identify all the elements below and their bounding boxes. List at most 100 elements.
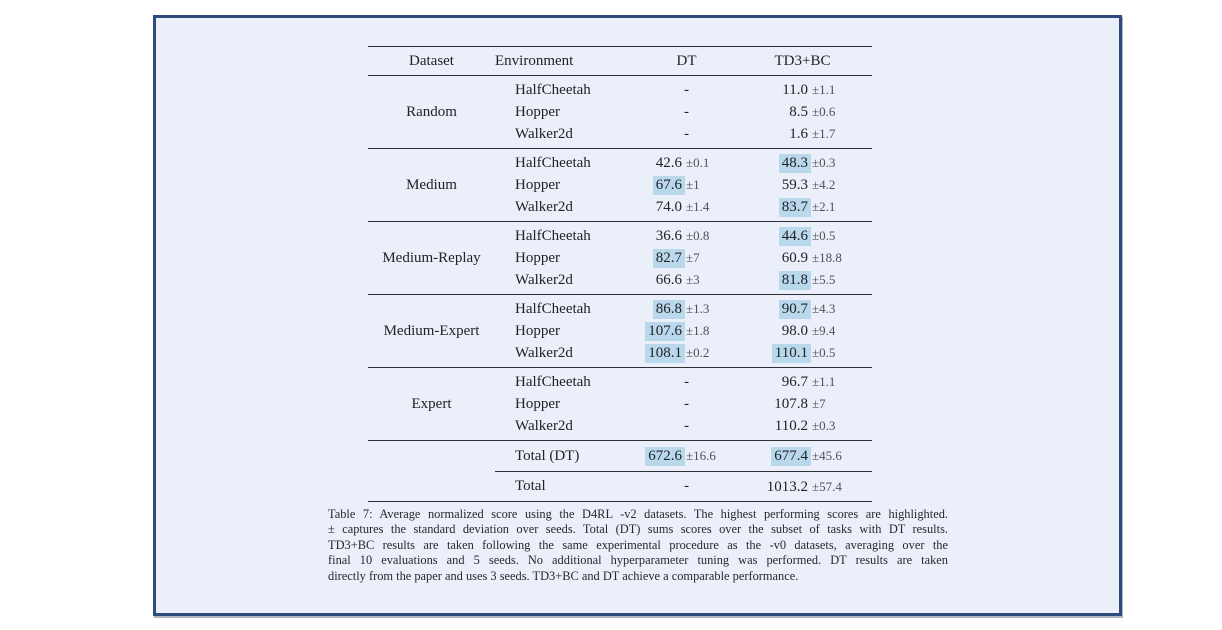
highlighted-score: 90.7 — [778, 300, 811, 319]
score-value-wrap: 60.9 — [733, 249, 811, 268]
total-label: Total (DT) — [495, 440, 640, 472]
score-error: ±1.3 — [686, 301, 710, 316]
dt-score-cell: 66.6 ±3 — [640, 269, 733, 295]
score-error: ±9.4 — [812, 323, 836, 338]
table-row: Walker2d - 110.2 ±0.3 — [368, 415, 872, 441]
score-error: ±4.3 — [812, 301, 836, 316]
highlighted-score: 83.7 — [778, 198, 811, 217]
dt-total-cell: 672.6 ±16.6 — [640, 440, 733, 472]
table-row: Hopper - 8.5 ±0.6 — [368, 101, 872, 123]
dt-score-cell: - — [640, 101, 733, 123]
caption-line: ± captures the standard deviation over s… — [328, 522, 948, 537]
dataset-label: Medium-Replay — [368, 221, 495, 295]
table-row: Walker2d 66.6 ±3 81.8 ±5.5 — [368, 269, 872, 295]
environment-label: HalfCheetah — [495, 367, 640, 393]
dt-score-cell: - — [640, 393, 733, 415]
score-value-wrap: 90.7 — [733, 300, 811, 319]
highlighted-score: 108.1 — [645, 344, 685, 363]
caption-line: final 10 evaluations and 5 seeds. No add… — [328, 553, 948, 568]
score-error: ±1.1 — [812, 374, 836, 389]
table-row: Walker2d - 1.6 ±1.7 — [368, 123, 872, 149]
paper-panel-inner: Dataset Environment DT TD3+BC Random Half… — [156, 18, 1119, 613]
table-row: Medium-Expert HalfCheetah 86.8 ±1.3 90.7 ±4.3 — [368, 294, 872, 368]
score-value-wrap: 98.0 — [733, 322, 811, 341]
score-error: ±1.8 — [686, 323, 710, 338]
td3bc-score-cell: 98.0 ±9.4 — [733, 320, 872, 342]
environment-label: Walker2d — [515, 198, 573, 215]
score-error: ±3 — [686, 272, 700, 287]
score-value-wrap: 86.8 — [640, 300, 685, 319]
total-label: Total — [495, 471, 640, 502]
td3bc-score-cell: 60.9 ±18.8 — [733, 247, 872, 269]
score-value-wrap: 83.7 — [733, 198, 811, 217]
dataset-label: Expert — [368, 367, 495, 441]
missing-score-dash: - — [684, 395, 689, 412]
score-value-wrap: 36.6 — [640, 227, 685, 246]
td3bc-score-cell: 96.7 ±1.1 — [733, 367, 872, 393]
td3bc-score-cell: 1.6 ±1.7 — [733, 123, 872, 149]
missing-score-dash: - — [684, 373, 689, 390]
score-error: ±1.1 — [812, 82, 836, 97]
dt-score-cell: - — [640, 123, 733, 149]
total-row: Total (DT) 672.6 ±16.6 677.4 ±45.6 — [368, 440, 872, 502]
td3bc-score-cell: 90.7 ±4.3 — [733, 294, 872, 320]
caption-line: directly from the paper and uses 3 seeds… — [328, 568, 799, 583]
dt-score-cell: 36.6 ±0.8 — [640, 221, 733, 247]
environment-label: HalfCheetah — [495, 75, 640, 101]
score-value: 96.7 — [781, 374, 808, 390]
score-error: ±18.8 — [812, 250, 842, 265]
score-error: ±0.3 — [812, 155, 836, 170]
table-row: Medium HalfCheetah 42.6 ±0.1 48.3 ±0.3 — [368, 148, 872, 222]
score-value-wrap: 1013.2 — [733, 478, 811, 497]
dt-score-cell: 42.6 ±0.1 — [640, 148, 733, 174]
score-error: ±7 — [686, 250, 700, 265]
score-value: 36.6 — [655, 228, 682, 244]
environment-label: Hopper — [515, 249, 560, 266]
score-error: ±2.1 — [812, 199, 836, 214]
td3bc-total-cell: 677.4 ±45.6 — [733, 440, 872, 472]
score-error: ±5.5 — [812, 272, 836, 287]
total-row: Total - 1013.2 ±57.4 — [368, 471, 872, 502]
score-value-wrap: 108.1 — [640, 344, 685, 363]
dt-score-cell: 74.0 ±1.4 — [640, 196, 733, 222]
score-error: ±1 — [686, 177, 700, 192]
score-value-wrap: 1.6 — [733, 125, 811, 144]
table-caption: Table 7: Average normalized score using … — [328, 507, 948, 584]
results-table-container: Dataset Environment DT TD3+BC Random Half… — [368, 46, 872, 502]
table-row: Walker2d 108.1 ±0.2 110.1 ±0.5 — [368, 342, 872, 368]
table-header-row: Dataset Environment DT TD3+BC — [368, 46, 872, 76]
highlighted-score: 82.7 — [652, 249, 685, 268]
highlighted-score: 107.6 — [645, 322, 685, 341]
td3bc-score-cell: 110.2 ±0.3 — [733, 415, 872, 441]
dt-score-cell: 86.8 ±1.3 — [640, 294, 733, 320]
score-value: 66.6 — [655, 272, 682, 288]
score-error: ±0.6 — [812, 104, 836, 119]
table-row: Expert HalfCheetah - 96.7 ±1.1 — [368, 367, 872, 441]
score-value-wrap: 96.7 — [733, 373, 811, 392]
td3bc-total-cell: 1013.2 ±57.4 — [733, 471, 872, 502]
score-value-wrap: 81.8 — [733, 271, 811, 290]
dt-score-cell: - — [640, 415, 733, 441]
dt-total-cell: - — [640, 471, 733, 502]
dt-score-cell: - — [640, 75, 733, 101]
score-value-wrap: 59.3 — [733, 176, 811, 195]
caption-line: TD3+BC results are taken following the s… — [328, 537, 948, 552]
score-error: ±0.8 — [686, 228, 710, 243]
highlighted-score: 86.8 — [652, 300, 685, 319]
dt-score-cell: 107.6 ±1.8 — [640, 320, 733, 342]
missing-score-dash: - — [684, 125, 689, 142]
score-value: 11.0 — [782, 82, 808, 98]
highlighted-score: 110.1 — [771, 344, 811, 363]
col-header-dataset: Dataset — [368, 46, 495, 76]
score-value-wrap: 107.6 — [640, 322, 685, 341]
col-header-td3bc: TD3+BC — [733, 46, 872, 76]
table-row: Medium-Replay HalfCheetah 36.6 ±0.8 44.6 ±0.5 — [368, 221, 872, 295]
dt-score-cell: 82.7 ±7 — [640, 247, 733, 269]
score-value-wrap: 110.2 — [733, 417, 811, 436]
dataset-label: Medium-Expert — [368, 294, 495, 368]
td3bc-score-cell: 110.1 ±0.5 — [733, 342, 872, 368]
score-error: ±0.1 — [686, 155, 710, 170]
score-value: 1.6 — [789, 126, 808, 142]
missing-score-dash: - — [684, 478, 689, 494]
table-row: Hopper - 107.8 ±7 — [368, 393, 872, 415]
